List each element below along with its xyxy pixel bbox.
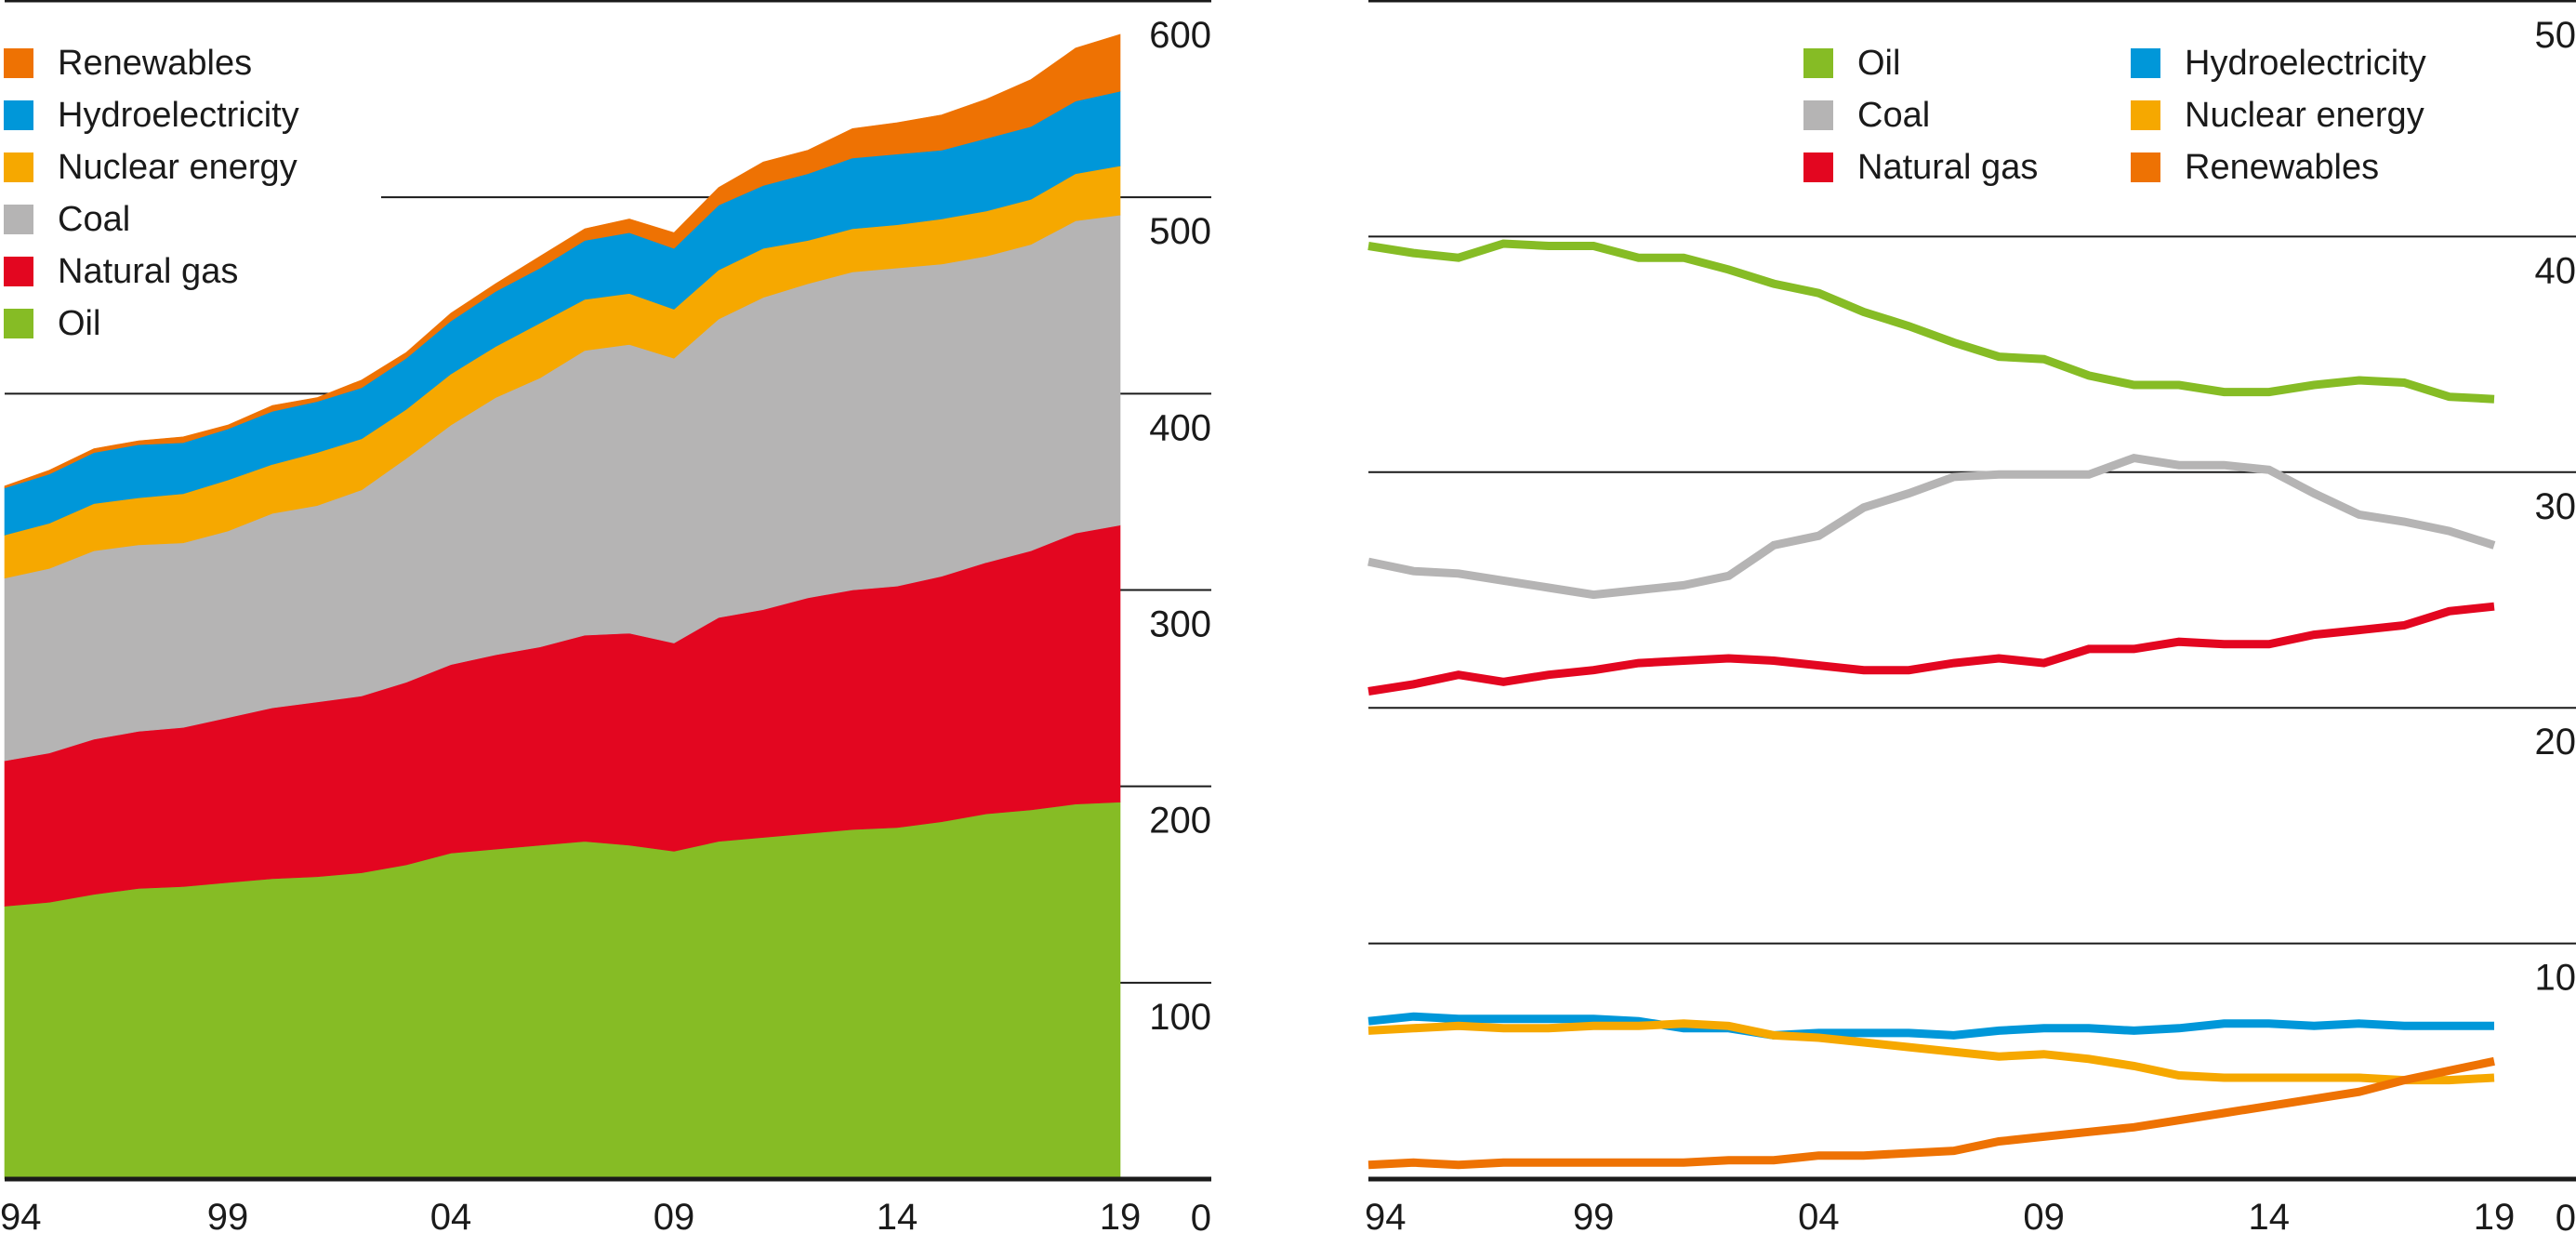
coal-swatch	[4, 205, 33, 234]
right-x-tick-label: 19	[2474, 1197, 2516, 1233]
right-y-tick-label: 50	[2535, 15, 2576, 56]
renewables-swatch	[2131, 152, 2160, 182]
line-natural-gas	[1367, 602, 2495, 696]
line-coal	[1367, 453, 2496, 600]
legend-item-natural-gas: Natural gas	[1803, 141, 2131, 193]
right-chart-gridlines	[1368, 0, 2576, 1182]
hydroelectricity-swatch	[4, 100, 33, 130]
legend-item-nuclear: Nuclear energy	[4, 141, 299, 193]
left-x-tick-label: 14	[877, 1197, 918, 1233]
left-y-tick-label: 600	[1149, 15, 1211, 56]
right-chart-lines	[1367, 239, 2496, 1170]
line-nuclear	[1367, 1019, 2495, 1085]
natural-gas-swatch	[4, 257, 33, 286]
area-renewables	[4, 33, 1121, 489]
legend-label: Hydroelectricity	[58, 95, 299, 135]
legend-item-coal: Coal	[4, 193, 299, 245]
right-x-tick-label: 04	[1798, 1197, 1840, 1233]
line-renewables	[1367, 1056, 2495, 1170]
legend-label: Nuclear energy	[2185, 95, 2424, 135]
right-x-tick-label: 94	[1365, 1197, 1407, 1233]
nuclear-swatch	[2131, 100, 2160, 130]
legend-item-renewables: Renewables	[2131, 141, 2458, 193]
legend-label: Oil	[1857, 43, 1901, 83]
legend-item-coal: Coal	[1803, 89, 2131, 141]
coal-swatch	[1803, 100, 1833, 130]
legend-label: Coal	[58, 199, 131, 239]
legend-label: Nuclear energy	[58, 147, 297, 187]
left-y-tick-label: 500	[1149, 211, 1211, 252]
legend-item-oil: Oil	[4, 298, 299, 350]
renewables-swatch	[4, 48, 33, 78]
legend-item-natural-gas: Natural gas	[4, 245, 299, 298]
right-y-tick-label: 30	[2535, 486, 2576, 527]
nuclear-swatch	[4, 152, 33, 182]
oil-swatch	[4, 309, 33, 338]
legend-label: Natural gas	[58, 251, 239, 291]
legend-item-oil: Oil	[1803, 37, 2131, 89]
right-chart-legend: Oil Coal Natural gas Hydroelectricity Nu…	[1803, 37, 2458, 193]
right-y-tick-label: 0	[2556, 1198, 2576, 1233]
left-x-tick-label: 04	[430, 1197, 472, 1233]
left-chart-axes: 0 100 200 300 400 500 600 94 99 04 09 14 19	[0, 15, 1211, 1233]
left-x-tick-label: 19	[1100, 1197, 1142, 1233]
right-y-tick-label: 40	[2535, 250, 2576, 291]
left-x-tick-label: 94	[0, 1197, 42, 1233]
legend-label: Natural gas	[1857, 147, 2039, 187]
legend-label: Renewables	[58, 43, 253, 83]
line-hydro	[1367, 1012, 2494, 1040]
line-oil	[1367, 239, 2495, 404]
legend-item-hydroelectricity: Hydroelectricity	[2131, 37, 2458, 89]
oil-swatch	[1803, 48, 1833, 78]
legend-label: Renewables	[2185, 147, 2380, 187]
left-y-tick-label: 300	[1149, 604, 1211, 645]
right-x-tick-label: 09	[2023, 1197, 2065, 1233]
left-y-tick-label: 400	[1149, 407, 1211, 448]
left-x-tick-label: 99	[207, 1197, 249, 1233]
left-y-tick-label: 0	[1191, 1198, 1211, 1233]
right-y-tick-label: 10	[2535, 958, 2576, 999]
hydroelectricity-swatch	[2131, 48, 2160, 78]
left-x-tick-label: 09	[654, 1197, 695, 1233]
legend-label: Oil	[58, 303, 101, 343]
right-chart-axes: 0 10 20 30 40 50 94 99 04 09 14 19	[1365, 15, 2576, 1233]
legend-item-renewables: Renewables	[4, 37, 299, 89]
legend-label: Hydroelectricity	[2185, 43, 2426, 83]
legend-label: Coal	[1857, 95, 1931, 135]
right-x-tick-label: 14	[2249, 1197, 2291, 1233]
left-chart-legend: Renewables Hydroelectricity Nuclear ener…	[4, 37, 299, 350]
left-chart-stacked-areas	[4, 33, 1211, 1182]
right-y-tick-label: 20	[2535, 722, 2576, 762]
right-x-tick-label: 99	[1573, 1197, 1615, 1233]
legend-item-hydroelectricity: Hydroelectricity	[4, 89, 299, 141]
left-y-tick-label: 100	[1149, 997, 1211, 1038]
left-y-tick-label: 200	[1149, 801, 1211, 842]
natural-gas-swatch	[1803, 152, 1833, 182]
legend-item-nuclear: Nuclear energy	[2131, 89, 2458, 141]
